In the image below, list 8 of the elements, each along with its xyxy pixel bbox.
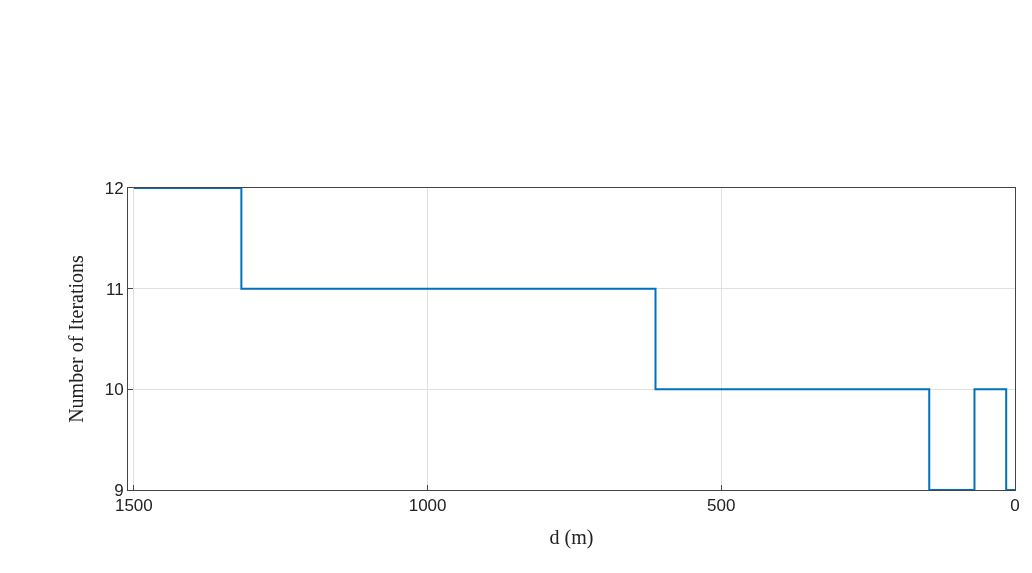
y-tick-label: 11 [105, 279, 124, 299]
x-tick-label: 500 [707, 496, 736, 516]
x-tick-label: 0 [1010, 496, 1020, 516]
x-axis-title: d (m) [549, 525, 594, 549]
y-tick-label: 12 [104, 178, 124, 198]
x-tick-label: 1000 [408, 496, 447, 516]
y-axis-title: Number of Iterations [65, 254, 88, 423]
y-tick-label: 10 [104, 380, 124, 400]
